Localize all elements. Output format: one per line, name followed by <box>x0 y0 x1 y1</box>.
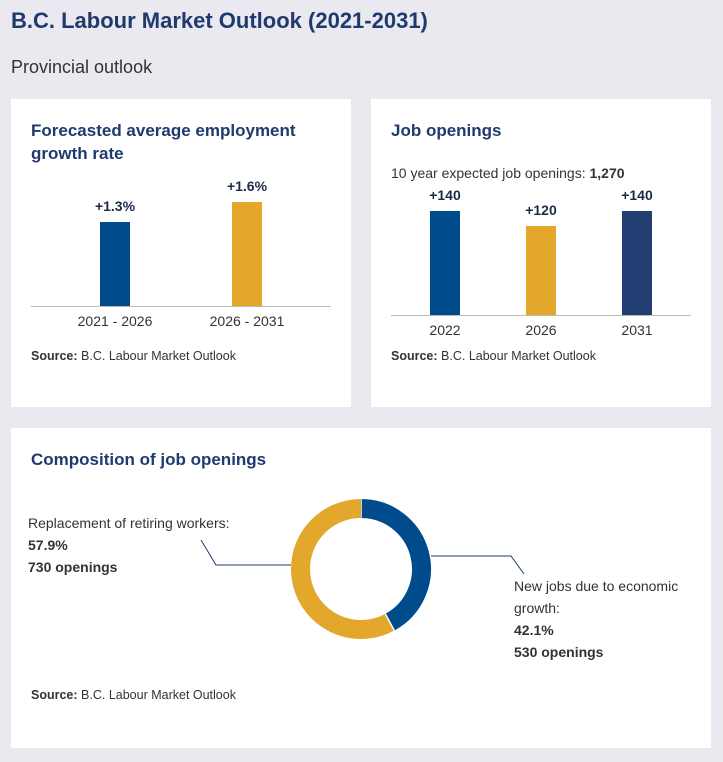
data-label: +1.3% <box>94 197 136 214</box>
category-label: 2021 - 2026 <box>77 313 153 329</box>
card-title: Composition of job openings <box>31 450 267 469</box>
job-openings-card: Job openings 10 year expected job openin… <box>371 99 711 407</box>
new-jobs-annotation: New jobs due to economic growth: 42.1% 530… <box>514 578 679 660</box>
source-note: Source: B.C. Labour Market Outlook <box>31 688 236 702</box>
card-title: Job openings <box>391 121 502 140</box>
data-label: +140 <box>621 187 653 203</box>
growth-rate-card: Forecasted average employment growth rat… <box>11 99 351 407</box>
donut-slice <box>360 499 431 631</box>
leader-line-replacement <box>200 539 291 566</box>
baseline <box>31 306 331 307</box>
leader-line-new-jobs <box>431 555 525 575</box>
composition-card: Composition of job openings Replacement … <box>11 428 711 748</box>
source-note: Source: B.C. Labour Market Outlook <box>391 349 596 363</box>
bar <box>100 221 130 306</box>
donut-slice <box>291 499 395 639</box>
page-title: B.C. Labour Market Outlook (2021-2031) <box>11 8 428 33</box>
bar <box>232 202 262 306</box>
category-label: 2026 - 2031 <box>209 313 285 329</box>
data-label: +140 <box>429 187 461 203</box>
donut-chart <box>200 499 525 639</box>
expected-openings: 10 year expected job openings: 1,270 <box>391 165 625 181</box>
data-label: +120 <box>525 201 557 218</box>
category-label: 2031 <box>621 322 653 338</box>
baseline <box>391 315 691 316</box>
card-title: Forecasted average employment growth rat… <box>31 121 296 163</box>
replacement-annotation: Replacement of retiring workers: 57.9% 730… <box>28 515 230 575</box>
bar <box>526 225 556 315</box>
slice-separator <box>384 613 395 631</box>
source-note: Source: B.C. Labour Market Outlook <box>31 349 236 363</box>
category-label: 2026 <box>525 322 557 338</box>
page-subtitle: Provincial outlook <box>11 57 153 77</box>
data-label: +1.6% <box>226 178 268 194</box>
bar <box>430 211 460 315</box>
bar <box>622 211 652 315</box>
category-label: 2022 <box>429 322 461 338</box>
